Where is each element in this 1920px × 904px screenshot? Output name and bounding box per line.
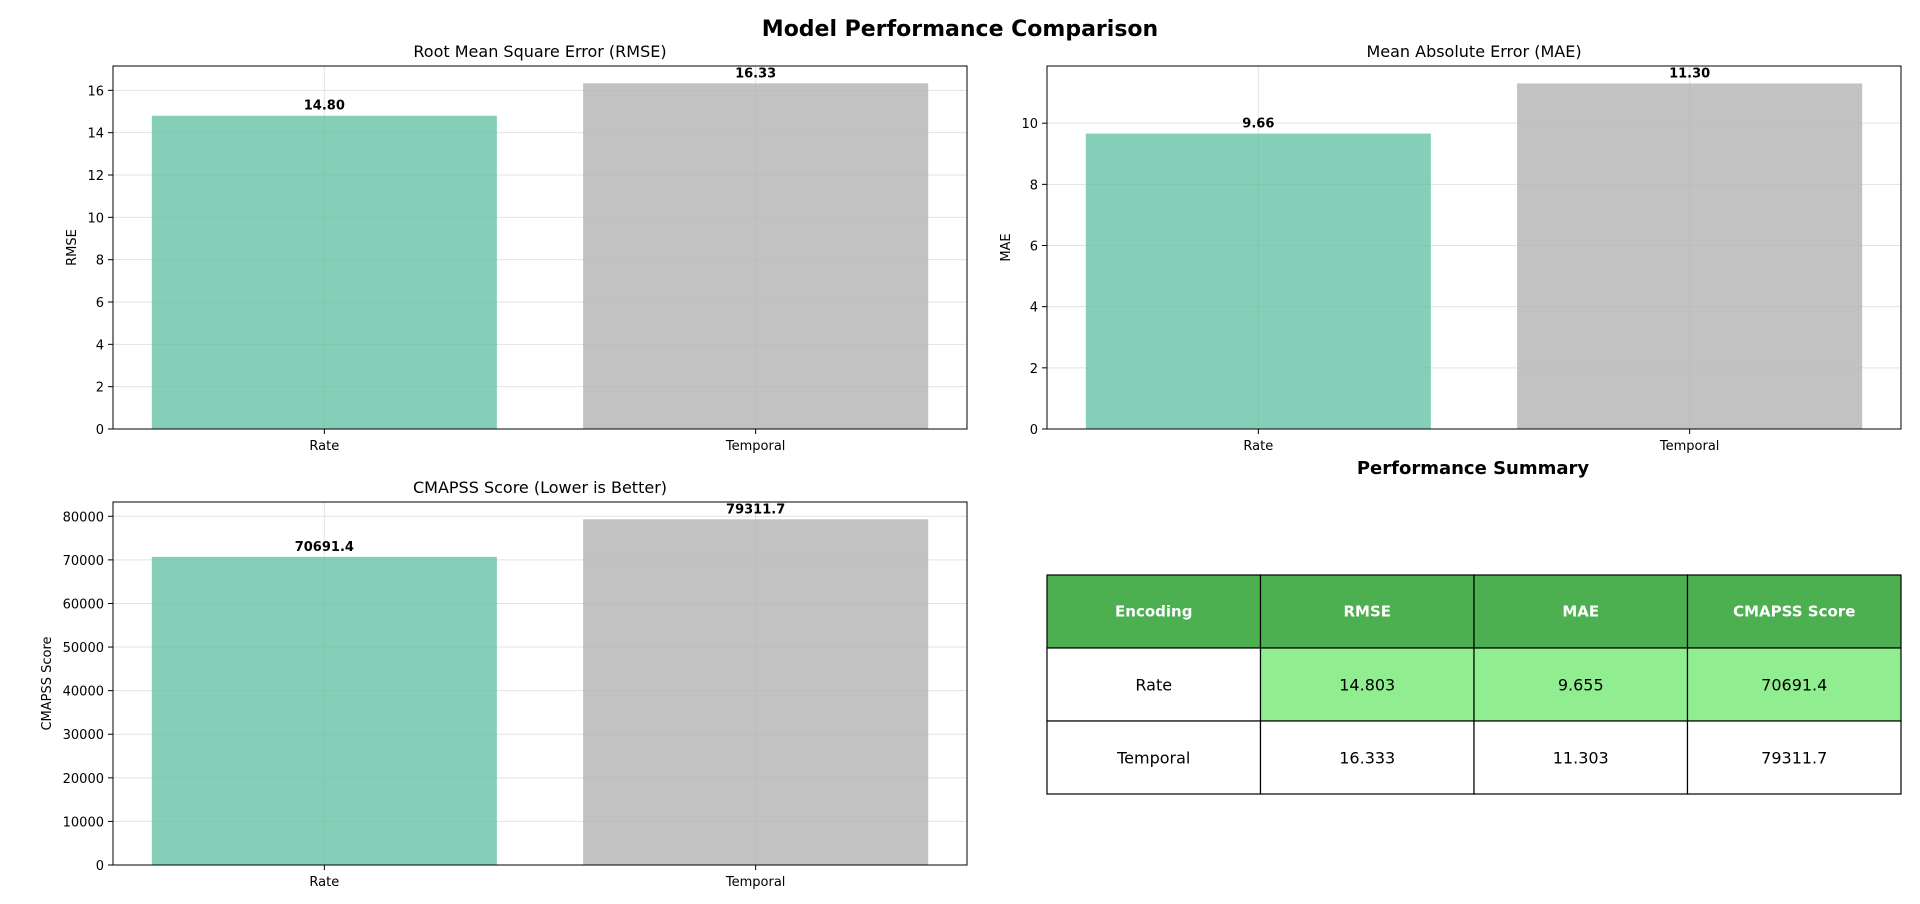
bar-temporal [1517,83,1863,430]
bar-value-label: 70691.4 [295,540,354,555]
y-tick-label: 8 [96,254,104,269]
bar-rate [1085,133,1431,430]
table-header-cell [1473,574,1689,649]
y-tick-label: 8 [1030,178,1038,193]
table-row: Rate 14.803 9.655 70691.4 [1046,647,1902,722]
y-tick-label: 0 [1030,423,1038,438]
table-header-label: MAE [1562,603,1599,621]
table-cell-value: 14.803 [1339,676,1395,695]
y-tick-label: 4 [96,338,104,353]
y-tick-label: 6 [1030,240,1038,255]
x-tick-label: Rate [309,875,339,890]
y-tick-label: 2 [96,381,104,396]
table-cell-value: Rate [1135,676,1172,695]
y-tick-label: 6 [96,296,104,311]
y-tick-label: 0 [96,859,104,874]
table-cell-value: 11.303 [1553,749,1609,768]
y-tick-label: 10 [1021,117,1038,132]
charts: 14.80 16.33 0 2 4 6 8 10 12 14 16 Rate Temporal RMSE R… [40,42,1902,890]
y-axis-label: CMAPSS Score [40,636,55,730]
subplot-title: CMAPSS Score (Lower is Better) [413,478,667,497]
bar-value-label: 9.66 [1242,117,1274,132]
figure-title: Model Performance Comparison [762,17,1158,42]
table-cell-value: 70691.4 [1761,676,1827,695]
bar-value-label: 16.33 [735,66,776,81]
bar-value-label: 14.80 [304,99,345,114]
y-tick-label: 4 [1030,301,1038,316]
axes-frame [1046,65,1902,430]
y-tick-label: 10 [87,211,104,226]
x-tick-label: Temporal [725,439,786,454]
y-tick-label: 10000 [63,815,104,830]
table-cell [1259,720,1475,795]
y-tick-label: 70000 [63,554,104,569]
table-header-cell [1686,574,1902,649]
y-tick-label: 80000 [63,510,104,525]
table-row: Temporal 16.333 11.303 79311.7 [1046,720,1902,795]
bar-rate [151,115,497,429]
subplot-title: Root Mean Square Error (RMSE) [413,42,666,61]
x-tick-label: Temporal [1659,439,1720,454]
table-cell-value: 9.655 [1558,676,1604,695]
y-tick-label: 50000 [63,641,104,656]
table-cell [1046,647,1262,722]
x-tick-label: Rate [309,439,339,454]
table-cell [1473,647,1689,722]
y-tick-label: 40000 [63,685,104,700]
summary-title: Performance Summary [1357,458,1590,479]
axes-frame [112,65,968,430]
x-tick-label: Rate [1243,439,1273,454]
bar-value-label: 79311.7 [726,502,785,517]
bar-temporal [583,83,929,430]
y-tick-label: 20000 [63,772,104,787]
table-header-cell [1259,574,1475,649]
bar-temporal [583,519,929,865]
x-tick-label: Temporal [725,875,786,890]
subplot-3: 70691.4 79311.7 0 10000 20000 30000 40000 50000… [40,478,968,890]
subplot-2: 9.66 11.30 0 2 4 6 8 10 Rate Temporal MAE Mean Abso… [999,42,1902,454]
bar-value-label: 11.30 [1669,66,1710,81]
axes-frame [112,501,968,866]
table-header-label: CMAPSS Score [1733,603,1855,621]
y-tick-label: 30000 [63,728,104,743]
table-cell-value: 79311.7 [1761,749,1827,768]
y-tick-label: 60000 [63,597,104,612]
y-tick-label: 14 [87,127,104,142]
y-tick-label: 16 [87,84,104,99]
table-cell-value: 16.333 [1339,749,1395,768]
table-cell [1473,720,1689,795]
table-cell-value: Temporal [1116,749,1190,768]
subplot-1: 14.80 16.33 0 2 4 6 8 10 12 14 16 Rate Temporal RMSE R… [65,42,968,454]
y-axis-label: RMSE [65,229,80,266]
bar-rate [151,556,497,865]
y-tick-label: 12 [87,169,104,184]
table-cell [1686,720,1902,795]
table-header-label: RMSE [1343,603,1391,621]
subplot-title: Mean Absolute Error (MAE) [1366,42,1581,61]
y-axis-label: MAE [999,233,1014,261]
table-header-label: Encoding [1115,603,1192,621]
table-cell [1686,647,1902,722]
performance-summary: Performance Summary Encoding RMSE MAE CMAPSS… [1046,458,1902,795]
y-tick-label: 0 [96,423,104,438]
y-tick-label: 2 [1030,362,1038,377]
summary-table: Encoding RMSE MAE CMAPSS Score Rate 14.803 9.6… [1046,574,1902,795]
